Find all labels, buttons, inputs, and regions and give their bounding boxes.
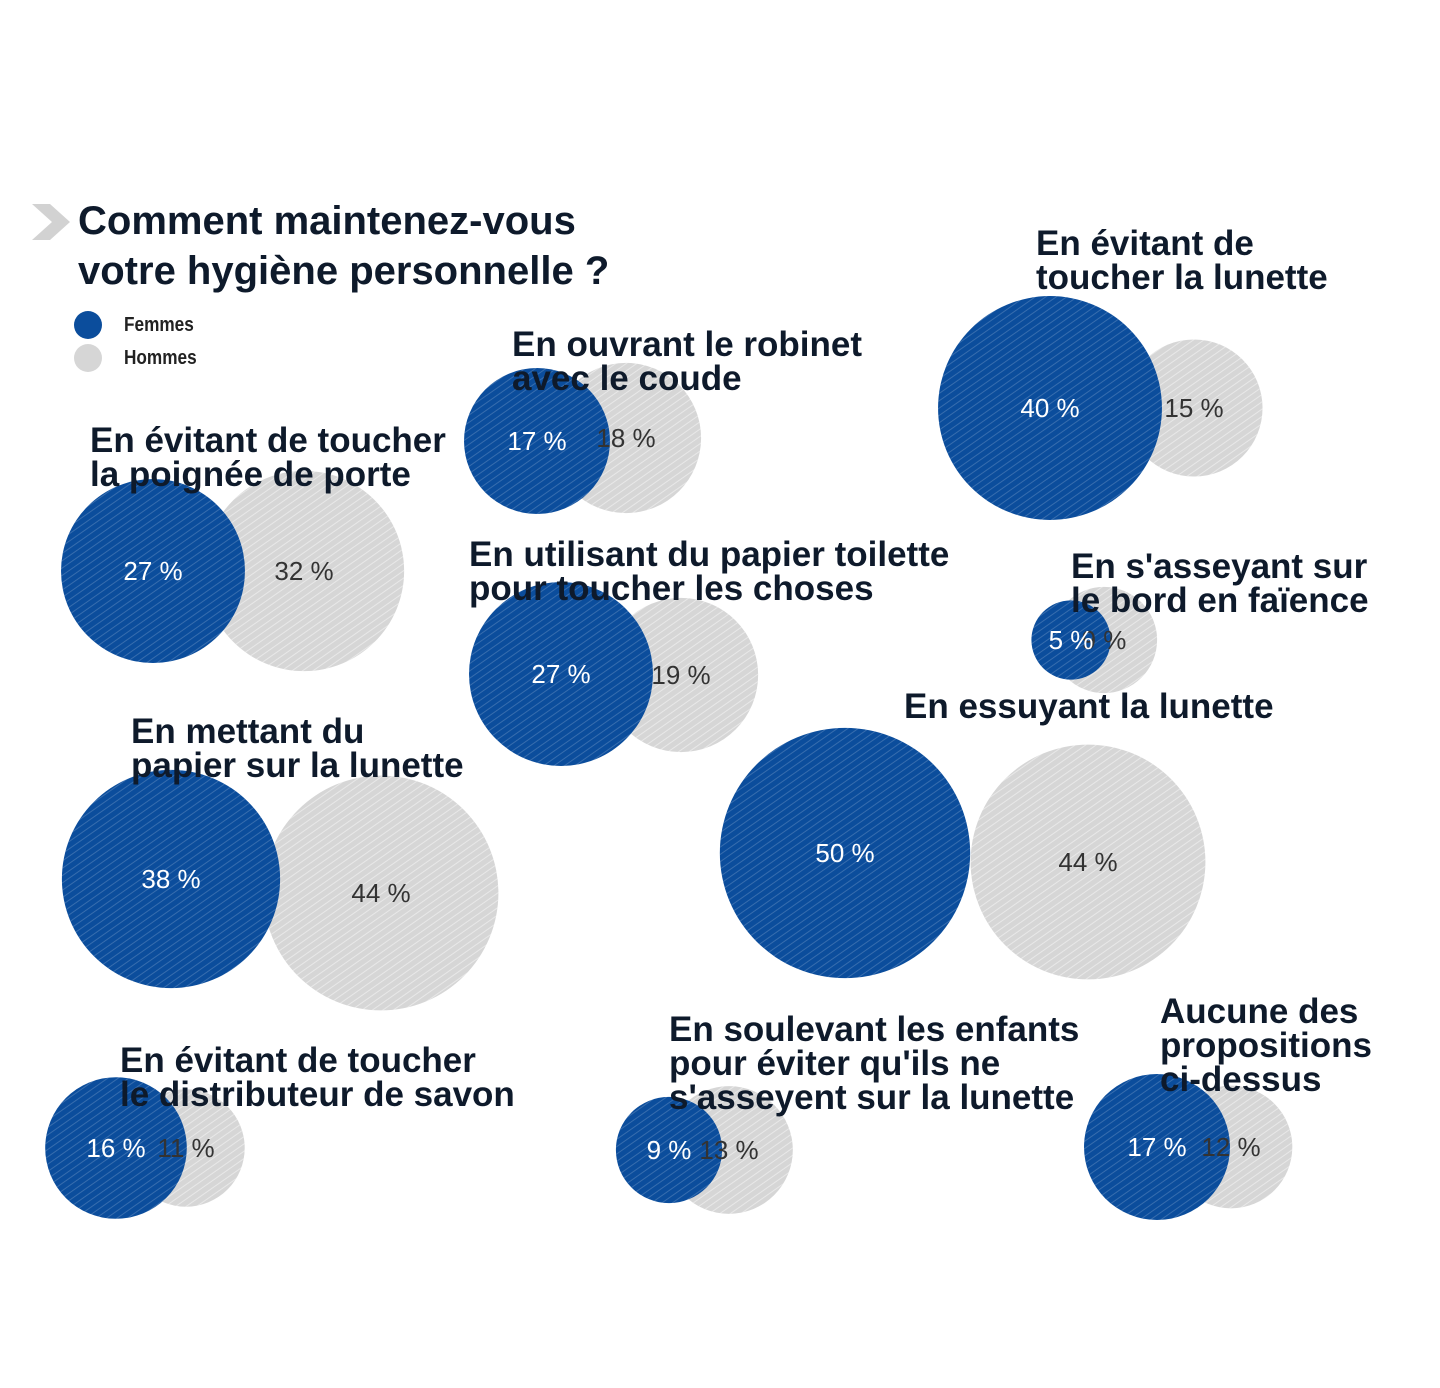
bubble-femmes-hatch — [464, 368, 610, 514]
data-label-hommes: 11 % — [157, 1133, 214, 1163]
bubble-femmes — [938, 296, 1162, 520]
question-label-line: la poignée de porte — [90, 455, 411, 494]
question-label-line: avec le coude — [512, 359, 742, 398]
bubble-femmes — [1031, 600, 1111, 680]
bubble-femmes — [61, 769, 281, 989]
bubble-femmes-hatch — [1031, 600, 1111, 680]
question-label: En ouvrant le robinet avec le coude — [512, 325, 863, 398]
bubble-hommes-hatch — [970, 744, 1206, 980]
question-label-line: En soulevant les enfants — [669, 1010, 1080, 1049]
data-label-hommes: 9 % — [1082, 625, 1127, 655]
data-label-hommes: 44 % — [1058, 847, 1117, 877]
bubble-hommes — [1125, 339, 1263, 477]
question-label-line: En mettant du — [131, 712, 365, 751]
legend-dot-femmes — [74, 311, 102, 339]
question-label: En évitant de toucher la lunette — [1036, 224, 1328, 297]
data-label-femmes: 50 % — [815, 838, 874, 868]
question-label-line: pour toucher les choses — [469, 569, 874, 608]
question-label-line: En essuyant la lunette — [904, 687, 1274, 726]
legend-swatch-hommes — [74, 344, 102, 372]
question-label-line: toucher la lunette — [1036, 258, 1328, 297]
data-label-hommes: 15 % — [1164, 393, 1223, 423]
bubble-femmes — [719, 727, 971, 979]
bubble-hommes — [263, 775, 499, 1011]
legend-label-hommes: Hommes — [124, 347, 197, 369]
question-label: En s'asseyant sur le bord en faïence — [1071, 547, 1369, 620]
bubble-hommes-hatch — [203, 470, 405, 672]
legend-dot-hommes — [74, 344, 102, 372]
data-label-femmes: 40 % — [1020, 393, 1079, 423]
question-label: En évitant de toucher le distributeur de… — [120, 1041, 515, 1114]
bubble-femmes-hatch — [938, 296, 1162, 520]
bubble-femmes — [615, 1096, 723, 1204]
bubble-femmes-hatch — [61, 479, 245, 663]
bubble-femmes-hatch — [469, 582, 653, 766]
data-label-femmes: 27 % — [123, 556, 182, 586]
data-label-femmes: 38 % — [141, 864, 200, 894]
bubble-femmes — [464, 368, 610, 514]
bubble-femmes-hatch — [1084, 1074, 1230, 1220]
question-label: Aucune des propositions ci-dessus — [1160, 992, 1372, 1099]
question-label-line: pour éviter qu'ils ne — [669, 1044, 1001, 1083]
data-label-femmes: 9 % — [647, 1135, 692, 1165]
question-label-line: En évitant de — [1036, 224, 1254, 263]
data-label-hommes: 18 % — [596, 423, 655, 453]
question-label-line: En ouvrant le robinet — [512, 325, 863, 364]
data-label-hommes: 19 % — [651, 660, 710, 690]
data-label-femmes: 5 % — [1049, 625, 1094, 655]
bubble-hommes-hatch — [1125, 339, 1263, 477]
bubble-femmes-hatch — [61, 769, 281, 989]
bubble-femmes — [45, 1077, 187, 1219]
question-label: En utilisant du papier toilette pour tou… — [469, 535, 950, 608]
chevron-right-icon — [32, 204, 70, 240]
question-label: En mettant du papier sur la lunette — [131, 712, 464, 785]
bubble-femmes — [61, 479, 245, 663]
data-label-femmes: 17 % — [507, 426, 566, 456]
question-label-line: ci-dessus — [1160, 1060, 1322, 1099]
bubble-hommes-hatch — [263, 775, 499, 1011]
data-label-hommes: 13 % — [699, 1135, 758, 1165]
question-label-line: papier sur la lunette — [131, 746, 464, 785]
question-label-line: Aucune des — [1160, 992, 1359, 1031]
question-label-line: En évitant de toucher — [90, 421, 446, 460]
data-label-hommes: 44 % — [351, 878, 410, 908]
question-label: En soulevant les enfants pour éviter qu'… — [669, 1010, 1080, 1117]
data-label-femmes: 16 % — [86, 1133, 145, 1163]
question-label-line: En s'asseyant sur — [1071, 547, 1368, 586]
bubble-femmes-hatch — [615, 1096, 723, 1204]
data-label-hommes: 32 % — [274, 556, 333, 586]
chart-title-line-2: votre hygiène personnelle ? — [78, 249, 610, 293]
chart-title: Comment maintenez-vous votre hygiène per… — [78, 196, 609, 296]
data-label-hommes: 12 % — [1201, 1132, 1260, 1162]
question-label: En essuyant la lunette — [904, 687, 1274, 726]
bubble-femmes-hatch — [45, 1077, 187, 1219]
question-label-line: le distributeur de savon — [120, 1075, 515, 1114]
bubble-femmes — [1084, 1074, 1230, 1220]
question-label: En évitant de toucher la poignée de port… — [90, 421, 446, 494]
legend-swatch-femmes — [74, 311, 102, 339]
question-label-line: propositions — [1160, 1026, 1372, 1065]
bubble-femmes-hatch — [719, 727, 971, 979]
question-label-line: s'asseyent sur la lunette — [669, 1078, 1075, 1117]
data-label-femmes: 27 % — [531, 659, 590, 689]
question-label-line: le bord en faïence — [1071, 581, 1369, 620]
chart-title-line-1: Comment maintenez-vous — [78, 199, 576, 243]
question-label-line: En utilisant du papier toilette — [469, 535, 950, 574]
data-label-femmes: 17 % — [1127, 1132, 1186, 1162]
bubble-hommes — [203, 470, 405, 672]
bubble-femmes — [469, 582, 653, 766]
legend-label-femmes: Femmes — [124, 314, 194, 336]
question-label-line: En évitant de toucher — [120, 1041, 476, 1080]
bubble-hommes — [970, 744, 1206, 980]
